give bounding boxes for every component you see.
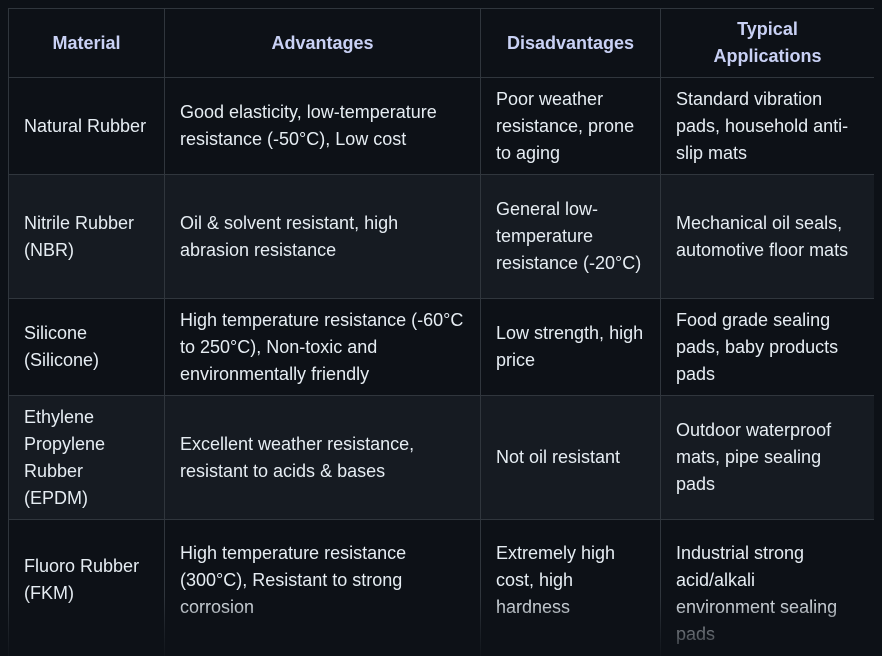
cell-disadvantages: Not oil resistant bbox=[480, 395, 661, 520]
cell-material: Silicone (Silicone) bbox=[8, 298, 165, 396]
cell-applications: Mechanical oil seals, automotive floor m… bbox=[660, 174, 874, 299]
cell-disadvantages: Poor weather resistance, prone to aging bbox=[480, 77, 661, 175]
cell-material: Fluoro Rubber (FKM) bbox=[8, 519, 165, 656]
header-advantages: Advantages bbox=[164, 8, 481, 78]
cell-advantages: High temperature resistance (-60°C to 25… bbox=[164, 298, 481, 396]
cell-applications: Standard vibration pads, household anti-… bbox=[660, 77, 874, 175]
cell-disadvantages: Low strength, high price bbox=[480, 298, 661, 396]
cell-material: Natural Rubber bbox=[8, 77, 165, 175]
rubber-materials-table-container: Material Advantages Disadvantages Typica… bbox=[8, 8, 874, 656]
table-row: Fluoro Rubber (FKM) High temperature res… bbox=[8, 519, 874, 656]
table-row: Nitrile Rubber (NBR) Oil & solvent resis… bbox=[8, 174, 874, 299]
cell-advantages: Oil & solvent resistant, high abrasion r… bbox=[164, 174, 481, 299]
table-row: Ethylene Propylene Rubber (EPDM) Excelle… bbox=[8, 395, 874, 520]
cell-applications: Industrial strong acid/alkali environmen… bbox=[660, 519, 874, 656]
cell-disadvantages: General low-temperature resistance (-20°… bbox=[480, 174, 661, 299]
header-disadvantages: Disadvantages bbox=[480, 8, 661, 78]
cell-advantages: Good elasticity, low-temperature resista… bbox=[164, 77, 481, 175]
rubber-materials-table: Material Advantages Disadvantages Typica… bbox=[8, 8, 874, 656]
cell-disadvantages: Extremely high cost, high hardness bbox=[480, 519, 661, 656]
header-typical-applications: Typical Applications bbox=[660, 8, 874, 78]
cell-material: Ethylene Propylene Rubber (EPDM) bbox=[8, 395, 165, 520]
table-header-row: Material Advantages Disadvantages Typica… bbox=[8, 8, 874, 78]
header-material: Material bbox=[8, 8, 165, 78]
header-applications-line1: Typical bbox=[737, 19, 798, 39]
cell-material: Nitrile Rubber (NBR) bbox=[8, 174, 165, 299]
cell-advantages: High temperature resistance (300°C), Res… bbox=[164, 519, 481, 656]
cell-advantages: Excellent weather resistance, resistant … bbox=[164, 395, 481, 520]
cell-applications: Food grade sealing pads, baby products p… bbox=[660, 298, 874, 396]
table-row: Natural Rubber Good elasticity, low-temp… bbox=[8, 77, 874, 175]
table-row: Silicone (Silicone) High temperature res… bbox=[8, 298, 874, 396]
cell-applications: Outdoor waterproof mats, pipe sealing pa… bbox=[660, 395, 874, 520]
header-applications-line2: Applications bbox=[713, 46, 822, 66]
